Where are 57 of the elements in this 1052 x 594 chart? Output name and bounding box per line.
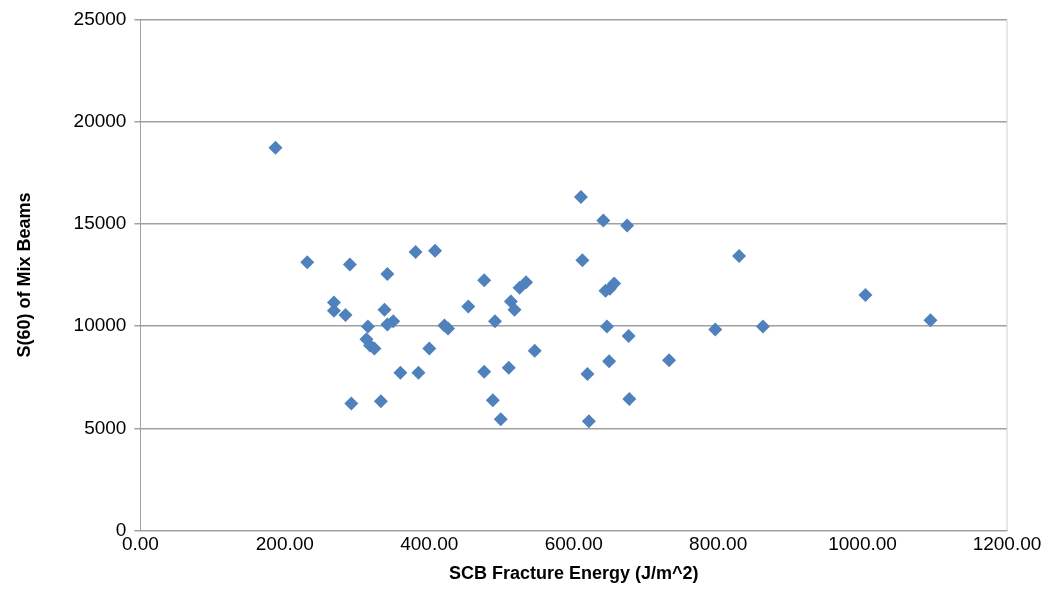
x-tick-label: 200.00 bbox=[255, 533, 314, 555]
point bbox=[493, 412, 508, 427]
point bbox=[373, 394, 388, 409]
point bbox=[488, 314, 502, 329]
point bbox=[581, 414, 596, 429]
x-tick-label: 1200.00 bbox=[972, 533, 1042, 555]
point bbox=[422, 341, 437, 356]
point bbox=[580, 366, 595, 381]
point bbox=[755, 319, 770, 334]
point bbox=[573, 190, 588, 205]
point bbox=[441, 321, 456, 336]
point bbox=[477, 273, 492, 288]
y-tick-label: 25000 bbox=[73, 7, 127, 29]
point bbox=[268, 140, 283, 155]
point bbox=[519, 275, 534, 290]
point bbox=[485, 393, 500, 408]
point bbox=[923, 313, 938, 328]
point bbox=[503, 294, 518, 309]
y-tick-label: 5000 bbox=[84, 416, 127, 438]
point bbox=[386, 314, 401, 329]
point bbox=[620, 218, 635, 233]
point bbox=[408, 244, 423, 259]
point bbox=[662, 353, 677, 368]
y-axis-title: S(60) of Mix Beams bbox=[13, 192, 34, 358]
point bbox=[411, 365, 426, 380]
point bbox=[602, 354, 617, 369]
point bbox=[622, 392, 637, 407]
x-axis-title: SCB Fracture Energy (J/m^2) bbox=[448, 563, 699, 584]
x-tick-label: 600.00 bbox=[544, 533, 603, 555]
point bbox=[596, 213, 611, 228]
x-tick-label: 800.00 bbox=[689, 533, 748, 555]
point bbox=[507, 302, 522, 317]
point bbox=[342, 257, 357, 272]
y-tick-label: 20000 bbox=[73, 109, 127, 131]
point bbox=[377, 302, 392, 317]
point bbox=[461, 299, 476, 314]
point bbox=[732, 248, 747, 263]
point bbox=[300, 255, 315, 270]
point bbox=[621, 328, 636, 343]
point bbox=[380, 266, 395, 281]
point bbox=[344, 396, 359, 411]
point bbox=[338, 308, 353, 323]
point bbox=[607, 276, 622, 291]
point bbox=[477, 364, 492, 379]
y-tick-label: 15000 bbox=[73, 212, 127, 234]
point bbox=[858, 288, 873, 303]
x-tick-label: 1000.00 bbox=[828, 533, 897, 555]
point bbox=[501, 360, 516, 375]
point bbox=[527, 343, 542, 358]
point bbox=[708, 322, 723, 337]
point bbox=[360, 319, 375, 334]
point bbox=[575, 253, 590, 268]
point bbox=[599, 319, 614, 334]
y-tick-label: 10000 bbox=[73, 314, 127, 336]
point bbox=[428, 243, 443, 258]
x-tick-label: 400.00 bbox=[400, 533, 459, 555]
point bbox=[393, 365, 408, 380]
